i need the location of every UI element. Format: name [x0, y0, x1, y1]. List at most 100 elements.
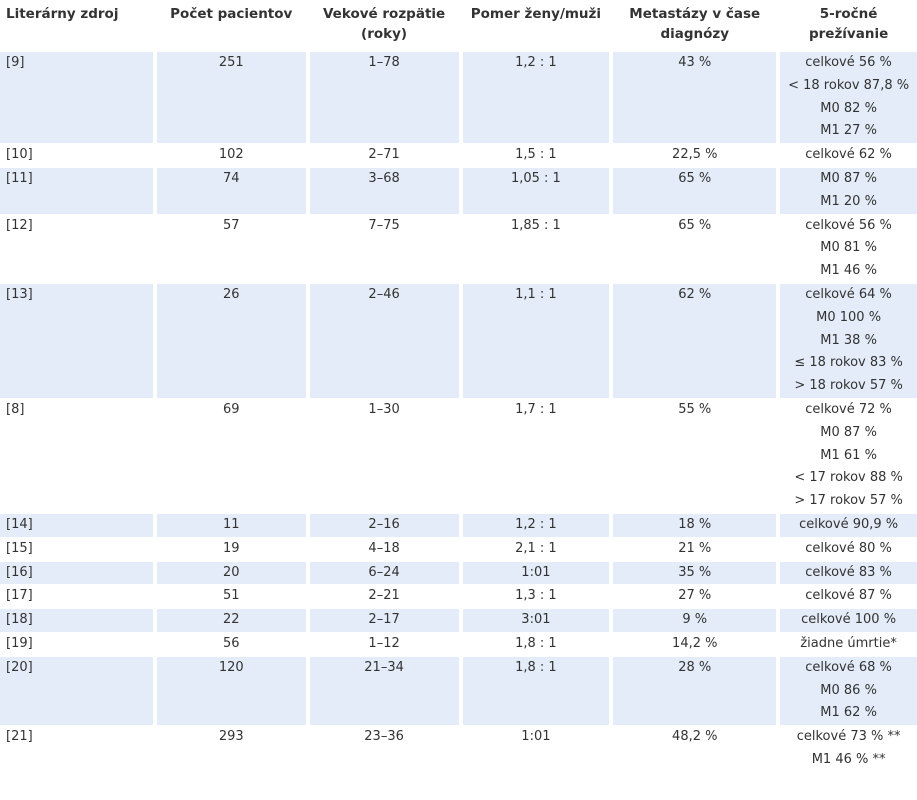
cell-survival: celkové 90,9 % — [780, 513, 917, 538]
survival-line: M1 61 % — [820, 447, 877, 463]
header-metastases: Metastázy v čase diagnózy — [629, 6, 761, 42]
cell-source: [14] — [0, 513, 153, 538]
cell-patients: 74 — [156, 167, 306, 215]
cell-metastases: 27 % — [613, 585, 777, 610]
cell-age-range: 2–17 — [309, 609, 459, 633]
cell-age-range: 21–34 — [309, 656, 459, 727]
cell-source: [17] — [0, 585, 153, 610]
cell-survival: celkové 100 % — [780, 609, 917, 633]
cell-patients: 251 — [156, 52, 306, 145]
cell-patients: 120 — [156, 656, 306, 727]
cell-ratio: 1,1 : 1 — [462, 283, 610, 399]
survival-line: celkové 73 % ** — [796, 729, 901, 745]
cell-source: [16] — [0, 561, 153, 586]
cell-metastases: 28 % — [613, 656, 777, 727]
cell-age-range: 7–75 — [309, 215, 459, 284]
cell-metastases: 55 % — [613, 399, 777, 514]
cell-source: [18] — [0, 609, 153, 633]
survival-line: M1 46 % — [820, 263, 877, 279]
cell-metastases: 22,5 % — [613, 144, 777, 168]
cell-survival: celkové 72 % M0 87 % M1 61 % < 17 rokov 88 … — [780, 399, 917, 514]
cell-survival: celkové 80 % — [780, 538, 917, 562]
survival-line: M0 100 % — [816, 309, 882, 325]
table-row: [19] 56 1–12 1,8 : 1 14,2 % žiadne úmrtie* — [0, 633, 917, 657]
table-row: [12] 57 7–75 1,85 : 1 65 % celkové 56 % M0 81 … — [0, 215, 917, 284]
cell-ratio: 2,1 : 1 — [462, 538, 610, 562]
cell-ratio: 1,3 : 1 — [462, 585, 610, 610]
cell-age-range: 6–24 — [309, 561, 459, 586]
survival-line: M0 86 % — [820, 682, 877, 698]
cell-metastases: 21 % — [613, 538, 777, 562]
cell-metastases: 65 % — [613, 167, 777, 215]
cell-age-range: 23–36 — [309, 726, 459, 773]
survival-line: celkové 90,9 % — [799, 516, 899, 532]
cell-metastases: 43 % — [613, 52, 777, 145]
cell-survival: celkové 64 % M0 100 % M1 38 % ≤ 18 rokov 83… — [780, 283, 917, 399]
cell-age-range: 1–12 — [309, 633, 459, 657]
cell-survival: M0 87 % M1 20 % — [780, 167, 917, 215]
cell-survival: celkové 87 % — [780, 585, 917, 610]
cell-ratio: 1,8 : 1 — [462, 656, 610, 727]
table-row: [16] 20 6–24 1:01 35 % celkové 83 % — [0, 561, 917, 586]
cell-age-range: 1–78 — [309, 52, 459, 145]
cell-patients: 51 — [156, 585, 306, 610]
table-row: [13] 26 2–46 1,1 : 1 62 % celkové 64 % M0 100 … — [0, 283, 917, 399]
cell-metastases: 62 % — [613, 283, 777, 399]
table-row: [21] 293 23–36 1:01 48,2 % celkové 73 % ** M1 … — [0, 726, 917, 773]
table-row: [20] 120 21–34 1,8 : 1 28 % celkové 68 % M0 86… — [0, 656, 917, 727]
cell-ratio: 1:01 — [462, 726, 610, 773]
cell-ratio: 1,8 : 1 — [462, 633, 610, 657]
survival-line: celkové 87 % — [805, 588, 892, 604]
cell-ratio: 1,85 : 1 — [462, 215, 610, 284]
survival-line: M1 38 % — [820, 332, 877, 348]
survival-line: > 17 rokov 57 % — [794, 493, 903, 509]
header-patients: Počet pacientov — [170, 6, 293, 22]
survival-line: celkové 56 % — [805, 55, 892, 70]
table-row: [15] 19 4–18 2,1 : 1 21 % celkové 80 % — [0, 538, 917, 562]
cell-ratio: 1,05 : 1 — [462, 167, 610, 215]
cell-source: [15] — [0, 538, 153, 562]
cell-ratio: 1,2 : 1 — [462, 52, 610, 145]
survival-line: celkové 83 % — [805, 564, 892, 580]
survival-line: M1 62 % — [820, 705, 877, 721]
survival-line: M0 87 % — [820, 170, 877, 186]
survival-line: > 18 rokov 57 % — [794, 378, 903, 394]
cell-ratio: 1,2 : 1 — [462, 513, 610, 538]
cell-ratio: 1,7 : 1 — [462, 399, 610, 514]
survival-line: celkové 80 % — [805, 540, 892, 556]
cell-patients: 56 — [156, 633, 306, 657]
header-source: Literárny zdroj — [6, 6, 119, 22]
cell-survival: celkové 62 % — [780, 144, 917, 168]
survival-line: celkové 64 % — [805, 286, 892, 302]
cell-source: [10] — [0, 144, 153, 168]
header-age-range: Vekové rozpätie (roky) — [322, 6, 446, 42]
cell-source: [21] — [0, 726, 153, 773]
table-row: [10] 102 2–71 1,5 : 1 22,5 % celkové 62 % — [0, 144, 917, 168]
cell-age-range: 2–46 — [309, 283, 459, 399]
table-row: [8] 69 1–30 1,7 : 1 55 % celkové 72 % M0 87 % M… — [0, 399, 917, 514]
cell-age-range: 2–71 — [309, 144, 459, 168]
cell-survival: celkové 56 % < 18 rokov 87,8 % M0 82 % M1 2… — [780, 52, 917, 145]
header-survival: 5-ročné prežívanie — [808, 6, 889, 42]
cell-patients: 57 — [156, 215, 306, 284]
table-row: [9] 251 1–78 1,2 : 1 43 % celkové 56 % < 18 ro… — [0, 52, 917, 145]
cell-patients: 22 — [156, 609, 306, 633]
cell-metastases: 18 % — [613, 513, 777, 538]
cell-patients: 19 — [156, 538, 306, 562]
survival-line: < 17 rokov 88 % — [794, 470, 903, 486]
survival-line: < 18 rokov 87,8 % — [788, 77, 910, 93]
cell-patients: 102 — [156, 144, 306, 168]
cell-age-range: 2–21 — [309, 585, 459, 610]
survival-line: M1 20 % — [820, 193, 877, 209]
survival-line: celkové 100 % — [801, 612, 897, 628]
survival-line: celkové 72 % — [805, 401, 892, 417]
cell-ratio: 3:01 — [462, 609, 610, 633]
cell-patients: 20 — [156, 561, 306, 586]
table-row: [11] 74 3–68 1,05 : 1 65 % M0 87 % M1 20 % — [0, 167, 917, 215]
cell-age-range: 3–68 — [309, 167, 459, 215]
table-row: [14] 11 2–16 1,2 : 1 18 % celkové 90,9 % — [0, 513, 917, 538]
header-ratio: Pomer ženy/muži — [470, 6, 602, 22]
cell-metastases: 35 % — [613, 561, 777, 586]
cell-source: [20] — [0, 656, 153, 727]
cell-source: [9] — [0, 52, 153, 145]
